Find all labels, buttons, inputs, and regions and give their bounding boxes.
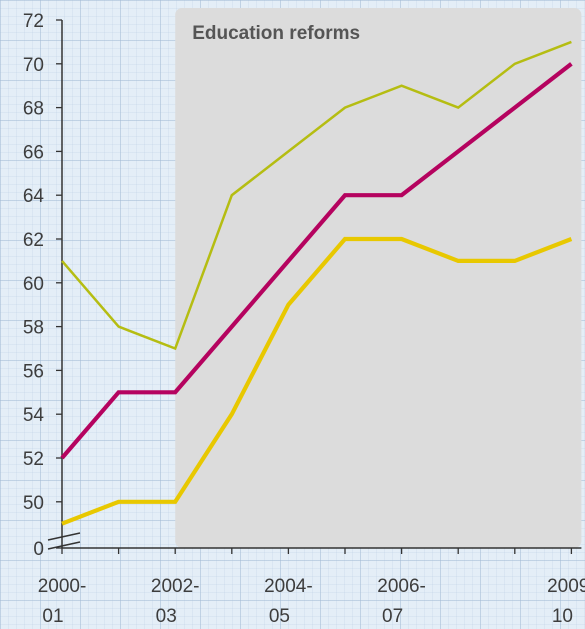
series-line-2 xyxy=(60,62,573,460)
axis-break-mark xyxy=(47,532,81,541)
x-tick-label: 10 xyxy=(552,606,573,627)
y-tick-label: 66 xyxy=(23,142,44,163)
y-tick-label: 62 xyxy=(23,230,44,251)
annotation-region xyxy=(175,8,582,548)
series-line-3 xyxy=(61,236,573,526)
x-tick-label: 01 xyxy=(42,606,63,627)
y-tick-label: 52 xyxy=(23,449,44,470)
y-tick-label: 68 xyxy=(23,99,44,120)
x-tick-label: 2002- xyxy=(151,576,200,597)
x-tick-label: 05 xyxy=(269,606,290,627)
y-tick-label: 56 xyxy=(23,361,44,382)
y-tick-label: 54 xyxy=(23,405,45,426)
y-tick-label: 72 xyxy=(23,11,44,32)
x-tick-label: 2004- xyxy=(264,576,313,597)
y-tick-label: 0 xyxy=(33,539,44,560)
series-line-1 xyxy=(61,40,572,351)
annotation-label: Education reforms xyxy=(192,23,360,44)
y-tick-label: 70 xyxy=(23,55,44,76)
x-tick-label: 2000- xyxy=(38,576,87,597)
x-tick-label: 07 xyxy=(382,606,403,627)
y-tick-label: 50 xyxy=(23,493,44,514)
axis-break-mark xyxy=(47,541,81,550)
y-tick-label: 58 xyxy=(23,318,44,339)
x-tick-label: 2006- xyxy=(377,576,426,597)
y-tick-label: 60 xyxy=(23,274,44,295)
y-tick-label: 64 xyxy=(23,186,45,207)
x-tick-label: 2009- xyxy=(547,576,585,597)
x-tick-label: 03 xyxy=(156,606,177,627)
